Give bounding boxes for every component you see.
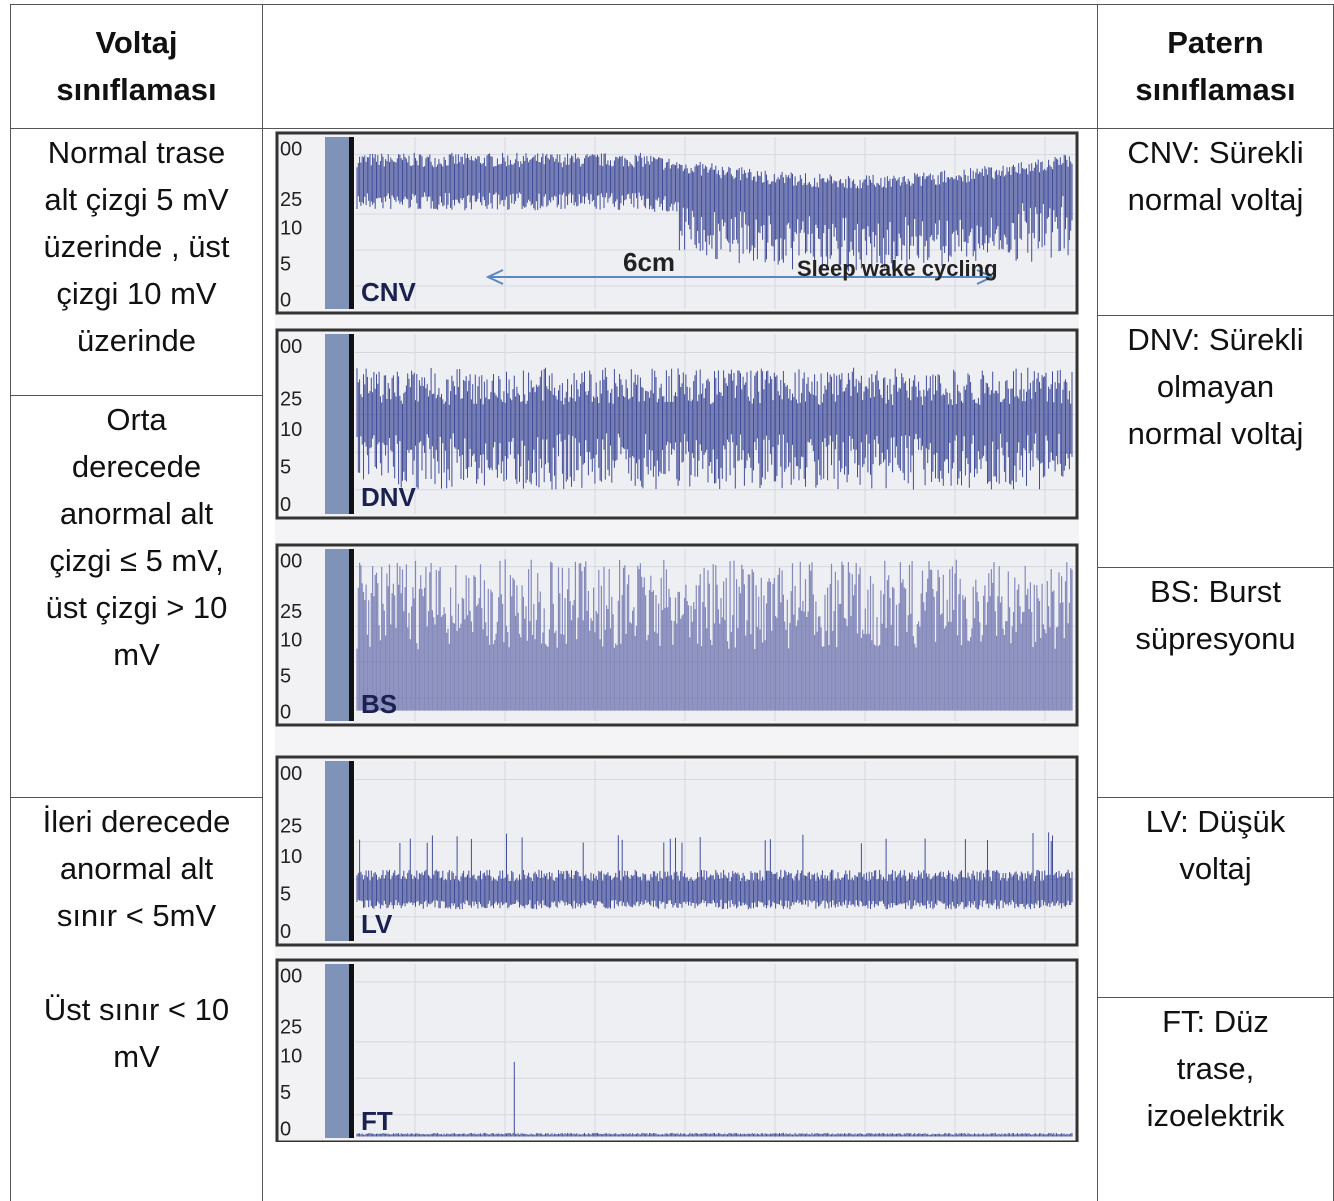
scale-edge	[349, 137, 354, 309]
cell-text: İleri derecede	[43, 798, 231, 845]
scale-label: 0	[280, 921, 291, 943]
cell-text: FT: Düz	[1162, 998, 1269, 1045]
cell-text: sınır < 5mV	[57, 892, 216, 939]
scale-label: 0	[280, 290, 291, 312]
cell-text: Üst sınır < 10	[44, 986, 229, 1033]
header-middle	[262, 4, 1098, 129]
scale-label: 10	[280, 1046, 302, 1068]
cell-text: üzerinde , üst	[43, 223, 229, 270]
scale-bar	[325, 137, 353, 309]
cell-text: olmayan	[1157, 363, 1274, 410]
scale-label: 0	[280, 702, 291, 724]
page: Voltajsınıflaması Paternsınıflaması Norm…	[0, 0, 1334, 1201]
scale-label: 5	[280, 883, 291, 905]
cell-text: derecede	[72, 443, 201, 490]
cell-text: Orta	[106, 396, 166, 443]
cell-text: Voltaj	[95, 20, 177, 67]
scale-label: 5	[280, 254, 291, 276]
cell-text: sınıflaması	[56, 67, 216, 114]
scale-label: 25	[280, 816, 302, 838]
cell-text: üst çizgi > 10	[46, 584, 228, 631]
scale-bar	[325, 334, 353, 514]
cell-text: anormal alt	[60, 490, 213, 537]
panel-label: FT	[361, 1106, 393, 1136]
scale-label: 10	[280, 630, 302, 652]
scale-label: 10	[280, 846, 302, 868]
cell-text: LV: Düşük	[1146, 798, 1286, 845]
cell-text: CNV: Sürekli	[1127, 129, 1303, 176]
annotation: Sleep wake cycling	[797, 256, 998, 281]
panel-label: DNV	[361, 482, 417, 512]
annotation: 6cm	[623, 247, 675, 277]
cell-text: DNV: Sürekli	[1127, 316, 1303, 363]
scale-label: 00	[280, 138, 302, 160]
cell-text: üzerinde	[77, 317, 196, 364]
scale-label: 00	[280, 550, 302, 572]
cell-text: çizgi 10 mV	[56, 270, 216, 317]
cell-text: normal voltaj	[1128, 410, 1304, 457]
panel-label: BS	[361, 689, 397, 719]
scale-edge	[349, 549, 354, 721]
scale-label: 25	[280, 1017, 302, 1039]
panel-plot	[355, 964, 1073, 1138]
cell-text: normal voltaj	[1128, 176, 1304, 223]
scale-edge	[349, 964, 354, 1138]
cell-text: anormal alt	[60, 845, 213, 892]
scale-label: 25	[280, 601, 302, 623]
cell-text: süpresyonu	[1135, 615, 1295, 662]
scale-label: 10	[280, 218, 302, 240]
scale-label: 00	[280, 966, 302, 988]
scale-label: 5	[280, 456, 291, 478]
scale-label: 00	[280, 763, 302, 785]
cell-text: mV	[113, 1033, 160, 1080]
cell-text: izoelektrik	[1147, 1092, 1285, 1139]
scale-label: 10	[280, 419, 302, 441]
cell-text: mV	[113, 631, 160, 678]
scale-edge	[349, 334, 354, 514]
scale-edge	[349, 761, 354, 941]
cell-text: BS: Burst	[1150, 568, 1281, 615]
panel-label: CNV	[361, 277, 417, 307]
scale-label: 5	[280, 1082, 291, 1104]
scale-label: 0	[280, 1118, 291, 1140]
scale-label: 00	[280, 336, 302, 358]
cell-text: sınıflaması	[1135, 67, 1295, 114]
scale-label: 5	[280, 666, 291, 688]
cell-text: Patern	[1167, 20, 1263, 67]
scale-label: 25	[280, 389, 302, 411]
cell-text: Normal trase	[48, 129, 225, 176]
scale-label: 25	[280, 189, 302, 211]
cell-text: çizgi ≤ 5 mV,	[49, 537, 223, 584]
scale-bar	[325, 549, 353, 721]
scale-label: 0	[280, 494, 291, 516]
scale-bar	[325, 964, 353, 1138]
panel-label: LV	[361, 909, 393, 939]
cell-text: voltaj	[1179, 845, 1251, 892]
cell-text: trase,	[1177, 1045, 1255, 1092]
scale-bar	[325, 761, 353, 941]
cell-text: alt çizgi 5 mV	[44, 176, 228, 223]
